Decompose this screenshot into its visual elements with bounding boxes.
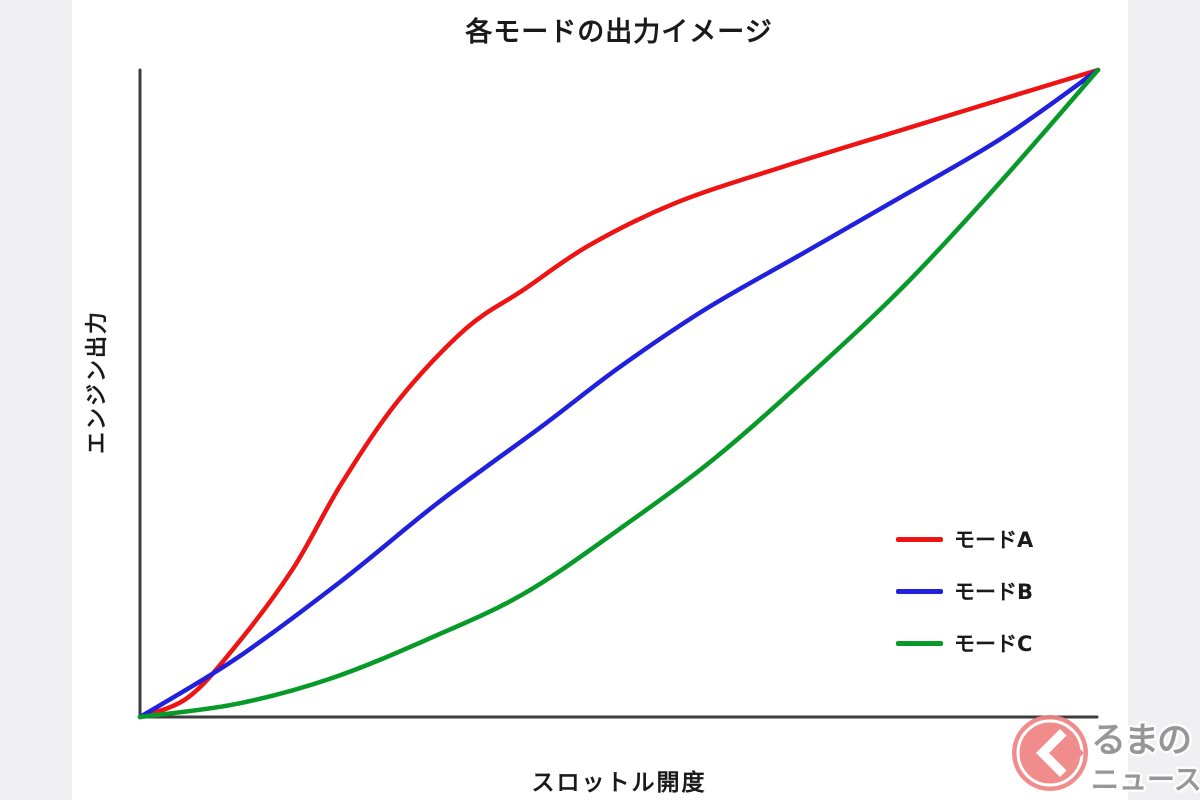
legend-line-mode-c-icon <box>896 640 943 646</box>
logo-diamond-icon <box>1049 735 1084 771</box>
legend-item-mode-c: モードC <box>896 628 1033 658</box>
legend-label-mode-b: モードB <box>954 580 1034 604</box>
curve-group <box>137 67 1101 720</box>
legend: モードA モードB モードC <box>896 524 1033 680</box>
kuruma-no-news-logo: るまの ニュース <box>1012 715 1200 799</box>
chart-title: 各モードの出力イメージ <box>465 17 773 48</box>
legend-line-mode-b-icon <box>896 588 943 594</box>
curve-モードA <box>137 67 1101 720</box>
logo-text-top: るまの <box>1091 721 1190 761</box>
chart-panel <box>72 0 1128 800</box>
curve-モードC <box>137 67 1101 720</box>
legend-item-mode-b: モードB <box>896 576 1033 606</box>
legend-item-mode-a: モードA <box>896 524 1033 554</box>
legend-label-mode-a: モードA <box>954 528 1034 552</box>
x-axis-label: スロットル開度 <box>531 770 707 796</box>
legend-label-mode-c: モードC <box>954 632 1033 656</box>
legend-line-mode-a-icon <box>896 536 943 542</box>
logo-text-bottom: ニュース <box>1091 763 1200 796</box>
y-axis-label: エンジン出力 <box>85 309 110 455</box>
curve-モードB <box>137 67 1101 720</box>
